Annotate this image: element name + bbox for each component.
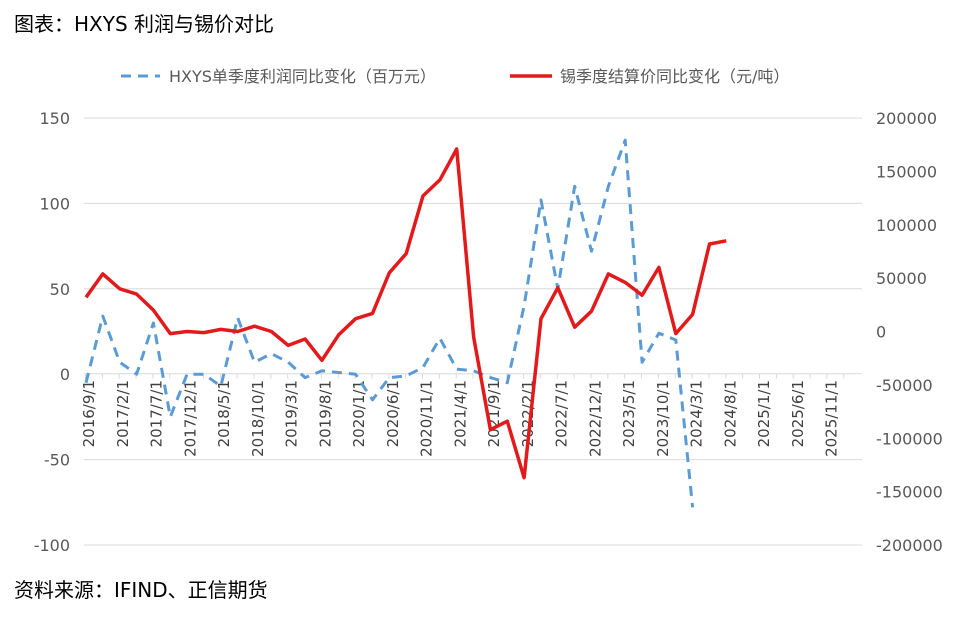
right-tick-label: -150000 [876,483,943,502]
x-axis: 2016/9/1 2017/2/1 2017/7/1 2017/12/1 2018/5/… [80,373,862,457]
x-tick-label: 2017/7/1 [148,380,166,447]
x-tick-label: 2022/12/1 [586,380,604,457]
left-tick-label: 100 [39,194,70,213]
right-tick-label: 100000 [876,216,937,235]
left-tick-label: 50 [50,280,70,299]
right-tick-label: 200000 [876,109,937,128]
source-note: 资料来源：IFIND、正信期货 [14,578,268,602]
left-tick-label: 0 [60,365,70,384]
x-tick-label: 2023/5/1 [620,380,638,447]
x-tick-label: 2017/2/1 [114,380,132,447]
left-tick-label: -50 [44,451,70,470]
gridlines [84,117,862,546]
right-tick-label: 0 [876,323,886,342]
x-tick-label: 2025/1/1 [755,380,773,447]
right-axis-ticks: -200000 -150000 -100000 -50000 0 50000 100000 1… [876,109,943,555]
right-tick-label: -50000 [876,376,933,395]
right-tick-label: 50000 [876,269,927,288]
x-tick-label: 2022/7/1 [553,380,571,447]
x-tick-label: 2018/10/1 [249,380,267,457]
x-tick-label: 2021/4/1 [451,380,469,447]
x-tick-label: 2025/6/1 [789,380,807,447]
x-tick-label: 2019/8/1 [316,380,334,447]
legend-label-profit: HXYS单季度利润同比变化（百万元） [169,67,436,86]
left-axis-ticks: -100 -50 0 50 100 150 [34,109,70,555]
left-tick-label: 150 [39,109,70,128]
x-tick-label: 2024/8/1 [721,380,739,447]
x-tick-label: 2023/10/1 [654,380,672,457]
left-tick-label: -100 [34,536,70,555]
x-tick-label: 2016/9/1 [80,380,98,447]
x-tick-label: 2024/3/1 [688,380,706,447]
x-tick-label: 2020/1/1 [350,380,368,447]
series-line-profit [84,138,695,508]
chart-title: 图表：HXYS 利润与锡价对比 [14,12,275,36]
series-line-tin-price [84,147,727,480]
x-tick-label: 2017/12/1 [181,380,199,457]
right-tick-label: -100000 [876,429,943,448]
x-tick-label: 2020/6/1 [384,380,402,447]
legend-label-tin-price: 锡季度结算价同比变化（元/吨） [560,67,789,86]
x-tick-label: 2020/11/1 [418,380,436,457]
x-tick-label: 2019/3/1 [283,380,301,447]
right-tick-label: 150000 [876,162,937,181]
right-tick-label: -200000 [876,536,943,555]
legend: HXYS单季度利润同比变化（百万元） 锡季度结算价同比变化（元/吨） [121,67,789,86]
x-tick-label: 2018/5/1 [215,380,233,447]
series-lines [84,138,727,508]
x-tick-label: 2025/11/1 [823,380,841,457]
